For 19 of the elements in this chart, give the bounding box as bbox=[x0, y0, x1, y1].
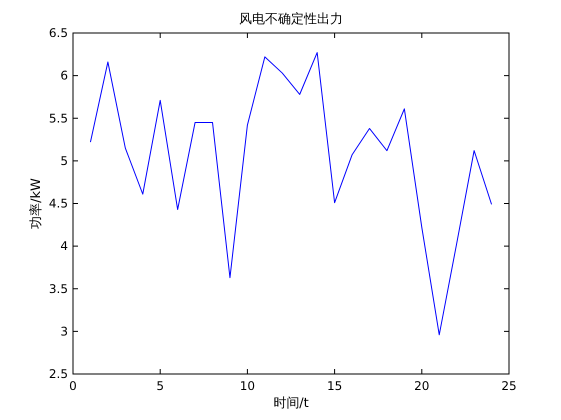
y-tick-label: 3 bbox=[60, 324, 68, 338]
y-tick-label: 6.5 bbox=[48, 26, 68, 40]
y-tick-label: 3.5 bbox=[48, 282, 68, 296]
x-tick-label: 0 bbox=[69, 379, 77, 393]
y-axis-title: 功率/kW bbox=[28, 178, 44, 229]
y-tick-label: 4 bbox=[60, 239, 68, 254]
y-tick-label: 5.5 bbox=[48, 111, 68, 126]
x-tick-label: 25 bbox=[501, 379, 517, 393]
y-tick-label: 4.5 bbox=[48, 196, 68, 210]
y-tick-label: 6 bbox=[60, 68, 68, 83]
y-tick-label: 5 bbox=[60, 154, 68, 168]
x-tick-label: 15 bbox=[326, 379, 342, 393]
x-tick-label: 20 bbox=[414, 379, 430, 393]
line-series bbox=[90, 52, 492, 336]
chart-title: 风电不确定性出力 bbox=[239, 12, 343, 27]
x-axis-title: 时间/t bbox=[273, 396, 309, 411]
y-tick-label: 2.5 bbox=[48, 367, 68, 381]
x-tick-label: 10 bbox=[240, 379, 256, 393]
x-tick-label: 5 bbox=[156, 379, 164, 393]
